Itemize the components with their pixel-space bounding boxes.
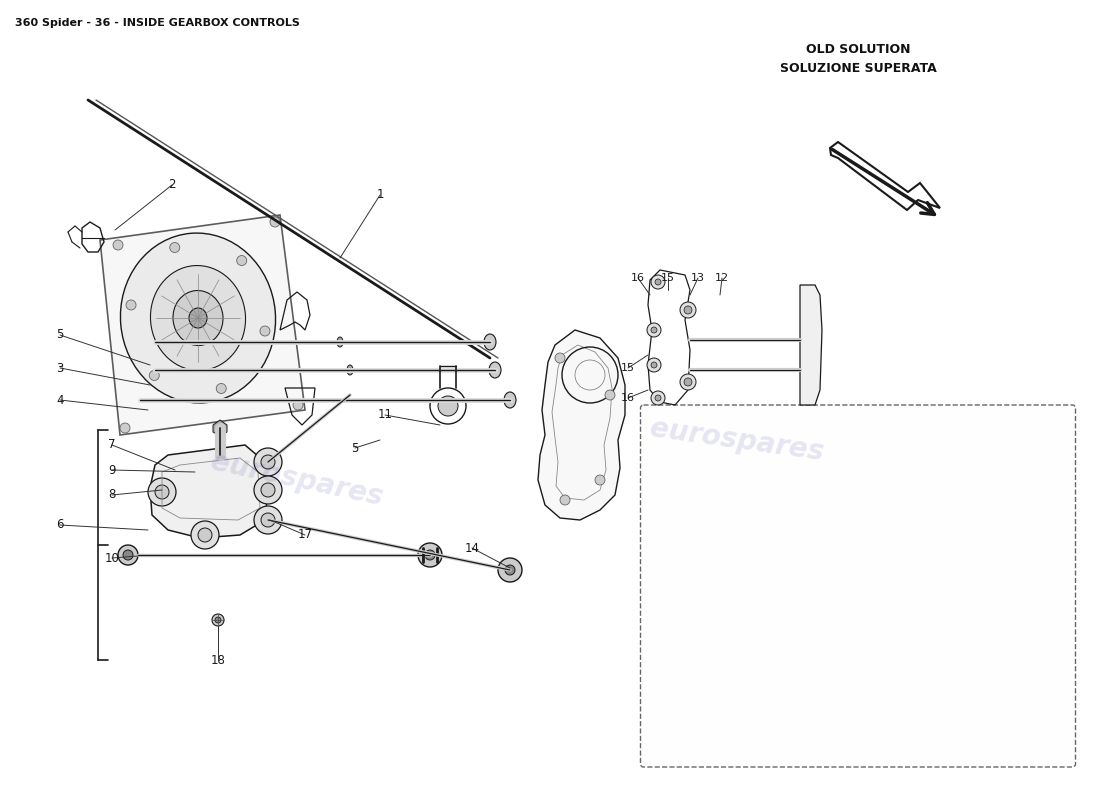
Text: 13: 13 — [691, 273, 705, 283]
Ellipse shape — [173, 290, 223, 346]
Circle shape — [118, 545, 138, 565]
Circle shape — [169, 242, 179, 253]
Circle shape — [505, 565, 515, 575]
Text: 16: 16 — [631, 273, 645, 283]
Circle shape — [261, 513, 275, 527]
Circle shape — [214, 617, 221, 623]
Text: OLD SOLUTION: OLD SOLUTION — [805, 43, 911, 56]
Polygon shape — [800, 285, 822, 405]
Text: 2: 2 — [168, 178, 176, 191]
Circle shape — [293, 400, 303, 410]
Circle shape — [654, 395, 661, 401]
Text: 1: 1 — [376, 189, 384, 202]
Circle shape — [418, 543, 442, 567]
Ellipse shape — [189, 308, 207, 328]
Text: SOLUZIONE SUPERATA: SOLUZIONE SUPERATA — [780, 62, 936, 74]
Text: 11: 11 — [377, 409, 393, 422]
Ellipse shape — [151, 266, 245, 370]
Circle shape — [126, 300, 136, 310]
Circle shape — [498, 558, 522, 582]
Circle shape — [651, 275, 666, 289]
Circle shape — [651, 362, 657, 368]
Text: eurospares: eurospares — [208, 448, 386, 512]
Text: 17: 17 — [297, 529, 312, 542]
Circle shape — [120, 423, 130, 433]
Ellipse shape — [337, 337, 343, 347]
Circle shape — [270, 217, 280, 227]
Circle shape — [123, 550, 133, 560]
Text: 360 Spider - 36 - INSIDE GEARBOX CONTROLS: 360 Spider - 36 - INSIDE GEARBOX CONTROL… — [15, 18, 300, 28]
Circle shape — [155, 485, 169, 499]
Ellipse shape — [214, 424, 225, 432]
Text: 18: 18 — [210, 654, 225, 666]
Circle shape — [113, 240, 123, 250]
Polygon shape — [213, 420, 227, 436]
Polygon shape — [538, 330, 625, 520]
Circle shape — [651, 327, 657, 333]
Text: 6: 6 — [56, 518, 64, 531]
Text: 5: 5 — [56, 329, 64, 342]
Circle shape — [260, 326, 270, 336]
Text: 4: 4 — [56, 394, 64, 406]
Ellipse shape — [120, 233, 276, 403]
Circle shape — [651, 391, 666, 405]
Circle shape — [680, 374, 696, 390]
Circle shape — [217, 383, 227, 394]
Circle shape — [556, 353, 565, 363]
Circle shape — [647, 323, 661, 337]
Ellipse shape — [490, 362, 500, 378]
Polygon shape — [830, 142, 940, 210]
Text: 9: 9 — [108, 463, 115, 477]
Polygon shape — [100, 215, 305, 435]
Circle shape — [198, 528, 212, 542]
Circle shape — [254, 448, 282, 476]
Circle shape — [191, 521, 219, 549]
Text: 15: 15 — [621, 363, 635, 373]
Circle shape — [150, 370, 160, 381]
Circle shape — [261, 483, 275, 497]
Circle shape — [680, 302, 696, 318]
Circle shape — [605, 390, 615, 400]
Circle shape — [148, 478, 176, 506]
Text: 16: 16 — [621, 393, 635, 403]
Circle shape — [254, 476, 282, 504]
Ellipse shape — [504, 392, 516, 408]
Circle shape — [261, 455, 275, 469]
Circle shape — [212, 614, 224, 626]
Text: 7: 7 — [108, 438, 115, 451]
Text: 8: 8 — [108, 489, 115, 502]
Text: 14: 14 — [464, 542, 480, 554]
Circle shape — [438, 396, 458, 416]
Circle shape — [254, 506, 282, 534]
Circle shape — [560, 495, 570, 505]
Circle shape — [647, 358, 661, 372]
Ellipse shape — [346, 365, 353, 375]
Circle shape — [425, 550, 435, 560]
Circle shape — [595, 475, 605, 485]
Text: eurospares: eurospares — [648, 414, 826, 466]
Ellipse shape — [216, 434, 224, 438]
Circle shape — [654, 279, 661, 285]
Text: 5: 5 — [351, 442, 359, 454]
Polygon shape — [150, 445, 268, 538]
Text: 12: 12 — [715, 273, 729, 283]
Circle shape — [236, 255, 246, 266]
FancyBboxPatch shape — [640, 405, 1076, 767]
Text: 15: 15 — [661, 273, 675, 283]
Text: 3: 3 — [56, 362, 64, 374]
Circle shape — [684, 306, 692, 314]
Ellipse shape — [484, 334, 496, 350]
Circle shape — [684, 378, 692, 386]
Text: 10: 10 — [104, 551, 120, 565]
